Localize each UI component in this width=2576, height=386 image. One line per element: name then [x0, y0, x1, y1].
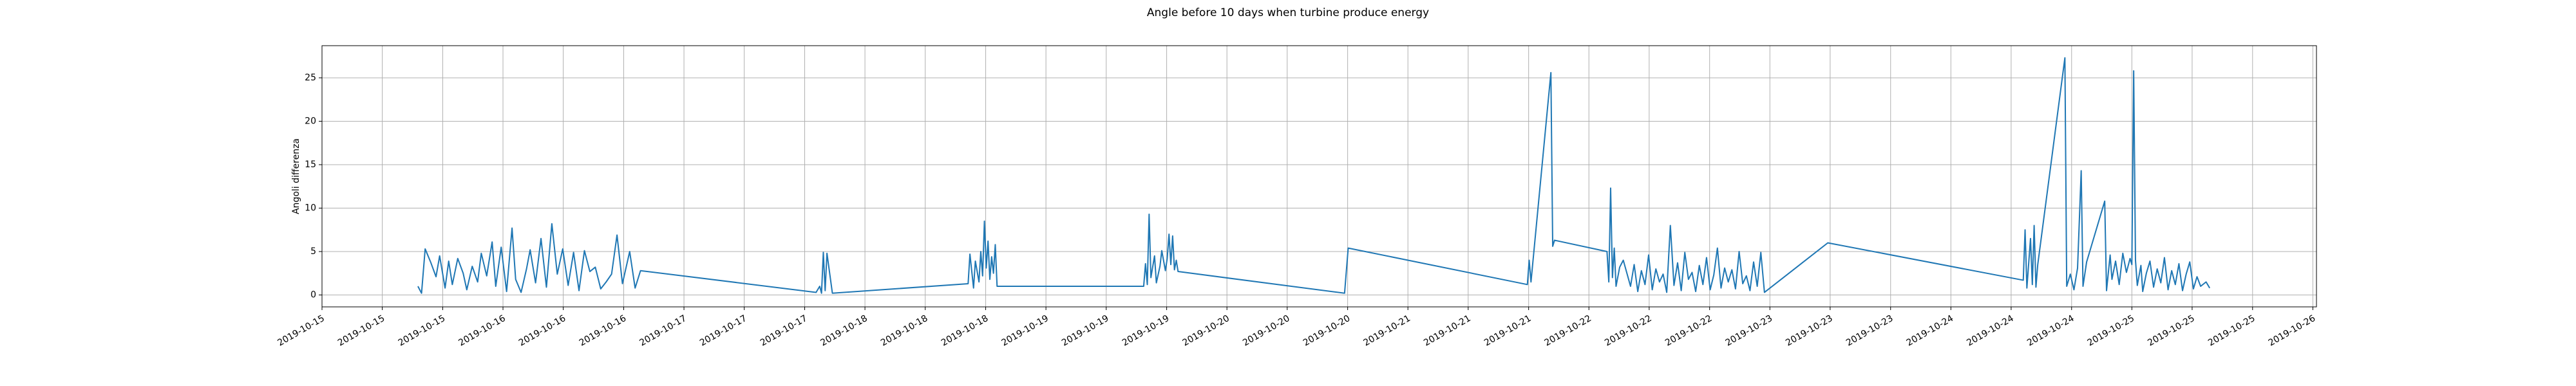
axes-frame [321, 45, 2317, 308]
y-tick-label: 25 [305, 73, 316, 83]
y-tick-label: 5 [310, 246, 316, 257]
data-line [417, 57, 2211, 294]
y-tick-label: 10 [305, 203, 316, 213]
y-tick-label: 15 [305, 160, 316, 170]
chart-title: Angle before 10 days when turbine produc… [1147, 6, 1429, 19]
y-tick-label: 20 [305, 116, 316, 126]
y-tick-label: 0 [310, 290, 316, 300]
y-axis-label: Angoli differenza [291, 138, 301, 214]
